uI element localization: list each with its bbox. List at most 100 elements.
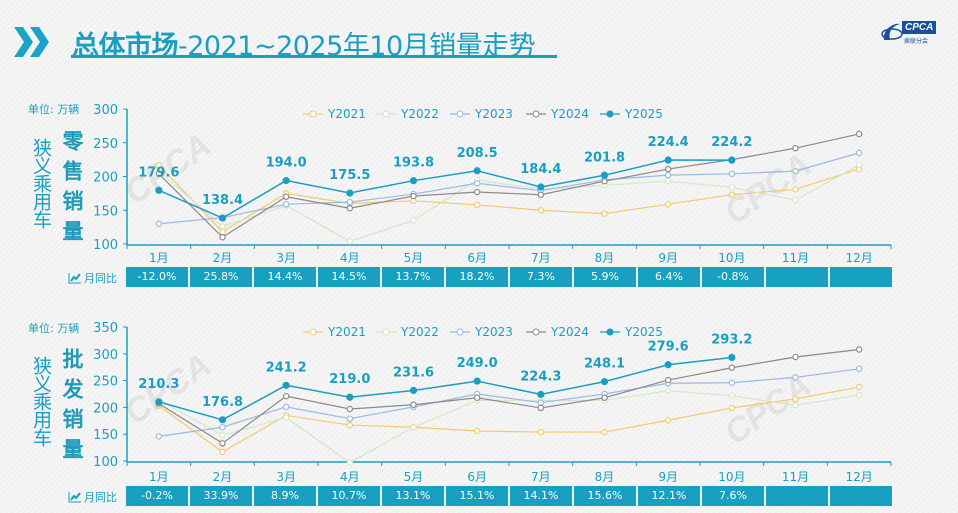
data-point-Y2021: [664, 200, 672, 208]
data-point-Y2025: [282, 176, 290, 185]
legend-label: Y2023: [474, 107, 513, 121]
data-point-Y2024: [410, 192, 417, 200]
yoy-row: -12.0% 25.8% 14.4% 14.5% 13.7% 18.2% 7.3% 5.9% 6…: [126, 267, 892, 287]
data-point-Y2023: [855, 365, 863, 373]
x-tick-label: 9月: [658, 251, 678, 265]
data-point-Y2022: [410, 217, 417, 224]
y-tick-label: 250: [93, 375, 118, 390]
data-point-Y2025: [218, 214, 227, 222]
data-point-Y2024: [601, 394, 608, 401]
yoy-cell: 10.7%: [318, 486, 382, 506]
data-point-Y2025: [282, 381, 290, 389]
legend-item-Y2021: Y2021: [303, 107, 366, 121]
legend-marker: [456, 110, 464, 118]
yoy-cell: 13.1%: [382, 486, 446, 506]
data-label: 241.2: [266, 360, 307, 375]
data-point-Y2025: [537, 183, 545, 191]
side-label-bold: 批发销量: [60, 348, 84, 468]
data-point-Y2021: [473, 201, 481, 209]
data-point-Y2023: [282, 403, 290, 411]
legend-item-Y2023: Y2023: [450, 107, 513, 121]
unit-label: 单位: 万辆: [28, 103, 80, 116]
x-tick-label: 12月: [846, 251, 873, 265]
legend-item-Y2025: Y2025: [600, 107, 663, 121]
data-point-Y2023: [219, 424, 226, 431]
data-point-Y2021: [792, 186, 799, 193]
legend-item-Y2023: Y2023: [450, 325, 513, 339]
data-point-Y2024: [792, 144, 799, 152]
data-point-Y2025: [409, 386, 418, 395]
series-line-Y2021: [158, 386, 860, 453]
data-point-Y2024: [664, 165, 672, 173]
data-point-Y2022: [792, 402, 799, 409]
legend-label: Y2021: [327, 107, 366, 121]
series-line-Y2025: [158, 356, 732, 421]
yoy-cell: -0.8%: [702, 267, 766, 287]
data-point-Y2024: [346, 405, 354, 413]
legend-label: Y2025: [624, 107, 663, 121]
data-label: 201.8: [584, 150, 625, 165]
data-point-Y2024: [664, 376, 672, 384]
data-point-Y2023: [792, 167, 799, 175]
data-point-Y2022: [410, 424, 417, 431]
data-point-Y2023: [792, 374, 799, 381]
data-point-Y2025: [346, 393, 354, 401]
data-point-Y2021: [473, 427, 481, 435]
legend-marker: [532, 110, 540, 118]
y-tick-label: 100: [93, 455, 118, 470]
yoy-cell: 6.4%: [638, 267, 702, 287]
trend-chart-icon: [68, 273, 81, 284]
y-tick-label: 200: [93, 171, 118, 186]
yoy-row: -0.2% 33.9% 8.9% 10.7% 13.1% 15.1% 14.1% 15.6% 1…: [126, 486, 892, 506]
y-tick-label: 250: [93, 137, 118, 152]
trend-chart-icon: [68, 492, 81, 503]
series-line-Y2022: [158, 164, 860, 242]
legend-item-Y2022: Y2022: [376, 325, 439, 339]
data-point-Y2025: [537, 390, 545, 398]
logo-subtext: 乘联分会: [904, 38, 929, 45]
data-label: 138.4: [202, 193, 243, 208]
legend-item-Y2024: Y2024: [526, 325, 589, 339]
yoy-cell: 15.6%: [574, 486, 638, 506]
data-label: 208.5: [457, 146, 498, 161]
data-point-Y2024: [282, 193, 290, 200]
x-tick-label: 11月: [782, 470, 809, 484]
y-tick-label: 300: [93, 348, 118, 363]
series-line-Y2024: [158, 348, 860, 445]
y-tick-label: 350: [93, 321, 118, 336]
data-label: 179.6: [138, 165, 179, 180]
unit-label: 单位: 万辆: [28, 322, 80, 335]
data-point-Y2021: [219, 228, 226, 236]
retail-chart: 100 150 200 250 300 1月 2月 3月 4月 5月 6月 7月 8月 9月 10月 11月 1…: [93, 103, 892, 265]
data-point-Y2023: [346, 198, 354, 206]
data-label: 175.5: [329, 168, 370, 183]
legend-label: Y2024: [550, 325, 589, 339]
data-label: 224.4: [648, 135, 689, 150]
data-point-Y2024: [601, 178, 608, 185]
data-point-Y2021: [728, 404, 736, 412]
legend-marker: [309, 328, 317, 336]
yoy-cell: [830, 267, 892, 287]
data-label: 194.0: [266, 156, 307, 171]
y-tick-label: 100: [93, 238, 118, 253]
data-label: 176.8: [202, 395, 243, 410]
legend-item-Y2022: Y2022: [376, 107, 439, 121]
y-tick-label: 300: [93, 103, 118, 118]
legend-marker: [606, 110, 614, 118]
yoy-cell: 7.6%: [702, 486, 766, 506]
x-tick-label: 6月: [467, 470, 487, 484]
legend-marker: [382, 110, 390, 118]
side-label-bold: 零售销量: [60, 130, 84, 250]
yoy-label: 月同比: [68, 270, 117, 286]
data-point-Y2023: [155, 220, 163, 227]
data-point-Y2024: [219, 440, 226, 447]
yoy-cell: 33.9%: [190, 486, 254, 506]
data-point-Y2025: [728, 353, 736, 362]
data-point-Y2024: [219, 234, 226, 241]
wholesale-chart: 100 150 200 250 300 350 1月 2月 3月 4月 5月 6月 7月 8月 9月 10月 1…: [93, 321, 892, 484]
data-point-Y2023: [728, 379, 736, 386]
series-line-Y2024: [158, 133, 860, 239]
data-point-Y2021: [855, 383, 863, 391]
yoy-cell: [830, 486, 892, 506]
yoy-cell: 14.5%: [318, 267, 382, 287]
